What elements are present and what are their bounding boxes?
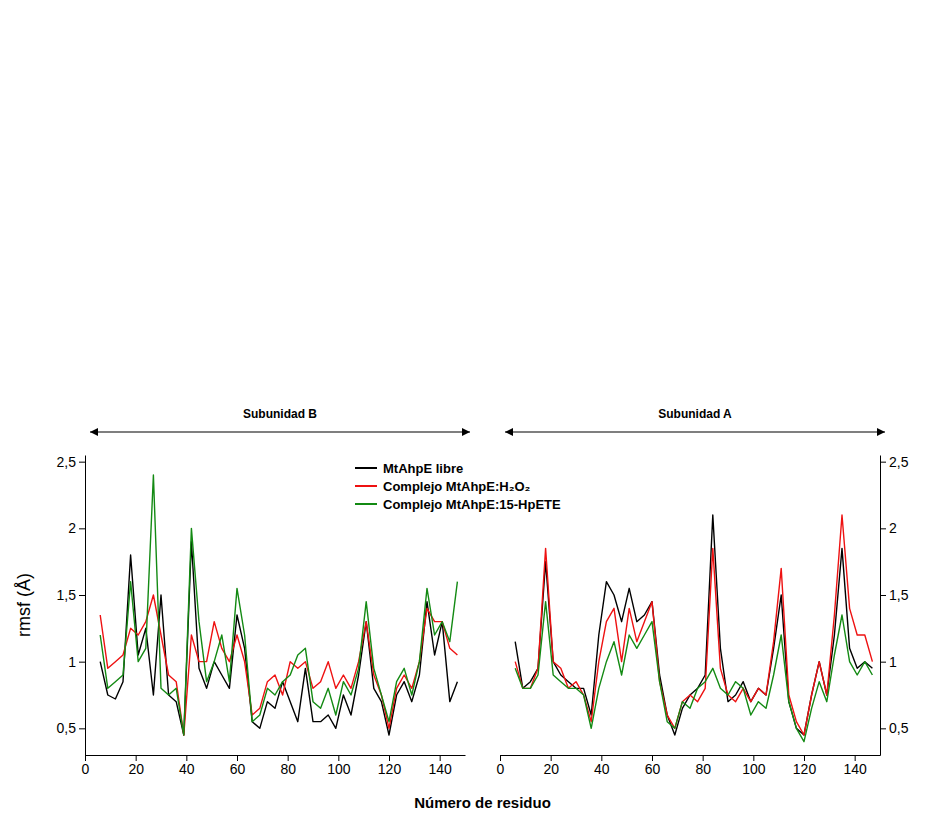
y-tick-label: 2 xyxy=(68,520,76,536)
y-tick: 0,5 xyxy=(57,720,85,736)
x-tick-label: 40 xyxy=(594,761,610,777)
x-tick: 20 xyxy=(543,755,559,777)
y-axis: 0,5 1 1,5 2 2,5 xyxy=(880,454,909,756)
y-tick-mark xyxy=(880,528,886,529)
x-tick-label: 140 xyxy=(428,761,452,777)
x-tick-label: 60 xyxy=(645,761,661,777)
y-tick: 1,5 xyxy=(57,587,85,603)
panel-title: Subunidad A xyxy=(658,407,732,421)
y-tick-label: 0,5 xyxy=(57,720,77,736)
x-tick-label: 80 xyxy=(695,761,711,777)
y-tick-label: 1 xyxy=(68,654,76,670)
x-tick-label: 120 xyxy=(793,761,817,777)
x-tick: 60 xyxy=(230,755,246,777)
y-tick: 2 xyxy=(880,520,897,536)
x-tick: 40 xyxy=(179,755,195,777)
span-arrow xyxy=(90,431,470,432)
x-axis-line xyxy=(86,755,466,756)
x-tick-label: 120 xyxy=(378,761,402,777)
x-tick: 120 xyxy=(378,755,402,777)
y-axis-line xyxy=(880,456,881,756)
legend-label: Complejo MtAhpE:15-HpETE xyxy=(383,497,561,512)
y-tick-mark xyxy=(880,662,886,663)
y-tick-mark xyxy=(79,662,85,663)
y-tick: 1 xyxy=(68,654,85,670)
x-tick-label: 40 xyxy=(179,761,195,777)
y-tick: 1 xyxy=(880,654,897,670)
y-tick-mark xyxy=(79,728,85,729)
x-tick: 60 xyxy=(645,755,661,777)
panel-heading: Subunidad A xyxy=(505,407,885,432)
x-axis: 0 20 40 60 80 100 120 140 xyxy=(82,755,466,777)
x-tick: 100 xyxy=(742,755,766,777)
x-tick: 40 xyxy=(594,755,610,777)
y-tick-label: 0,5 xyxy=(889,720,909,736)
plot-lines xyxy=(100,475,457,735)
legend-swatch xyxy=(355,503,377,505)
x-tick-label: 0 xyxy=(497,761,505,777)
x-tick-label: 100 xyxy=(327,761,351,777)
x-tick: 120 xyxy=(793,755,817,777)
x-tick-label: 20 xyxy=(543,761,559,777)
x-axis: 0 20 40 60 80 100 120 140 xyxy=(497,755,881,777)
rmsf-line xyxy=(100,542,457,735)
figure: Subunidad B0204060801001201400,511,522,5… xyxy=(0,0,928,819)
x-tick: 0 xyxy=(82,755,90,777)
y-tick-label: 1,5 xyxy=(57,587,77,603)
y-tick-label: 2 xyxy=(889,520,897,536)
x-tick: 80 xyxy=(280,755,296,777)
rmsf-line xyxy=(100,475,457,735)
legend-label: MtAhpE libre xyxy=(383,461,463,476)
x-tick-label: 0 xyxy=(82,761,90,777)
y-tick: 2,5 xyxy=(57,454,85,470)
y-axis: 0,5 1 1,5 2 2,5 xyxy=(57,454,86,756)
y-tick-mark xyxy=(79,462,85,463)
y-tick-label: 2,5 xyxy=(57,454,77,470)
y-axis-line xyxy=(85,456,86,756)
y-tick: 1,5 xyxy=(880,587,909,603)
x-tick: 140 xyxy=(428,755,452,777)
legend-swatch xyxy=(355,485,377,487)
y-axis-title: rmsf (Å) xyxy=(14,573,34,637)
y-tick-mark xyxy=(880,462,886,463)
rmsf-line xyxy=(515,515,872,735)
x-tick-label: 60 xyxy=(230,761,246,777)
x-tick-label: 140 xyxy=(843,761,867,777)
y-tick: 2 xyxy=(68,520,85,536)
x-axis-line xyxy=(501,755,881,756)
y-tick: 0,5 xyxy=(880,720,909,736)
y-tick: 2,5 xyxy=(880,454,909,470)
y-tick-mark xyxy=(79,528,85,529)
panel-title: Subunidad B xyxy=(243,407,317,421)
y-tick-mark xyxy=(880,595,886,596)
x-tick: 0 xyxy=(497,755,505,777)
legend: MtAhpE libre Complejo MtAhpE:H₂O₂ Complejo… xyxy=(355,461,561,512)
y-tick-mark xyxy=(880,728,886,729)
x-tick-label: 100 xyxy=(742,761,766,777)
rmsf-line xyxy=(515,515,872,735)
legend-label: Complejo MtAhpE:H₂O₂ xyxy=(383,479,531,494)
legend-swatch xyxy=(355,467,377,469)
y-tick-label: 1,5 xyxy=(889,587,909,603)
rmsf-line xyxy=(515,602,872,742)
x-tick: 80 xyxy=(695,755,711,777)
panel-heading: Subunidad B xyxy=(90,407,470,432)
x-axis-title: Número de residuo xyxy=(414,794,551,811)
plot-lines xyxy=(515,515,872,742)
span-arrow xyxy=(505,431,885,432)
x-tick: 100 xyxy=(327,755,351,777)
x-tick-label: 20 xyxy=(128,761,144,777)
rmsf-line xyxy=(100,595,457,735)
x-tick: 20 xyxy=(128,755,144,777)
y-tick-label: 2,5 xyxy=(889,454,909,470)
y-tick-label: 1 xyxy=(889,654,897,670)
x-tick: 140 xyxy=(843,755,867,777)
x-tick-label: 80 xyxy=(280,761,296,777)
y-tick-mark xyxy=(79,595,85,596)
